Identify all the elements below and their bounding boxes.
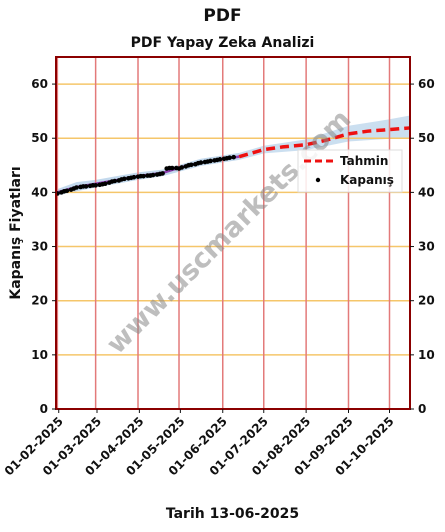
chart-title: PDF Yapay Zeka Analizi	[130, 35, 315, 51]
legend-box	[297, 149, 403, 193]
closing-point-15	[102, 181, 108, 187]
closing-point-24	[131, 174, 137, 180]
closing-point-42	[189, 162, 194, 168]
x-ticks: 01-02-202501-03-202501-04-202501-05-2025…	[2, 409, 397, 478]
closing-point-12	[93, 183, 98, 188]
ytick-label-right-30: 30	[418, 240, 435, 254]
closing-point-6	[74, 185, 79, 190]
legend-swatch-kapanis	[315, 177, 321, 183]
ytick-label-left-60: 60	[31, 77, 48, 91]
page-title: PDF	[203, 6, 242, 26]
forecast-line	[238, 126, 411, 159]
closing-point-18	[112, 178, 118, 184]
ytick-label-right-40: 40	[418, 185, 435, 199]
ytick-label-left-10: 10	[31, 348, 48, 362]
closing-point-48	[208, 158, 213, 164]
closing-point-55	[231, 154, 236, 160]
vertical-lines	[56, 57, 391, 409]
y-ticks-left: 0 10 20 30 40 50 60	[31, 77, 56, 416]
closing-point-45	[198, 160, 204, 165]
y-ticks-right: 0 10 20 30 40 50 60	[410, 77, 435, 416]
plot-frame	[55, 56, 411, 410]
ytick-label-left-30: 30	[31, 240, 48, 254]
closing-point-30	[150, 172, 156, 178]
ytick-label-left-50: 50	[31, 131, 48, 145]
closing-point-54	[227, 155, 232, 161]
closing-point-21	[122, 176, 127, 182]
watermark: www.uscmarkets.com	[101, 104, 358, 361]
legend-label-tahmin: Tahmin	[340, 154, 388, 168]
ytick-label-left-20: 20	[31, 294, 48, 308]
closing-point-3	[64, 188, 70, 194]
ytick-label-left-0: 0	[40, 402, 48, 416]
ytick-label-right-50: 50	[418, 131, 435, 145]
closing-point-39	[179, 165, 185, 170]
ytick-label-right-60: 60	[418, 77, 435, 91]
legend: Tahmin Kapanış	[297, 149, 403, 193]
closing-point-33	[160, 171, 165, 176]
footer-date: Tarih 13-06-2025	[165, 506, 300, 522]
ytick-label-right-20: 20	[418, 294, 435, 308]
ytick-label-left-40: 40	[31, 185, 48, 199]
closing-point-9	[83, 184, 89, 189]
y-axis-label: Kapanış Fiyatları	[8, 166, 24, 299]
closing-point-51	[217, 157, 223, 162]
closing-point-36	[169, 165, 175, 171]
ytick-label-right-0: 0	[418, 402, 426, 416]
ytick-label-right-10: 10	[418, 348, 435, 362]
closing-point-27	[141, 173, 146, 179]
legend-label-kapanis: Kapanış	[340, 173, 394, 187]
